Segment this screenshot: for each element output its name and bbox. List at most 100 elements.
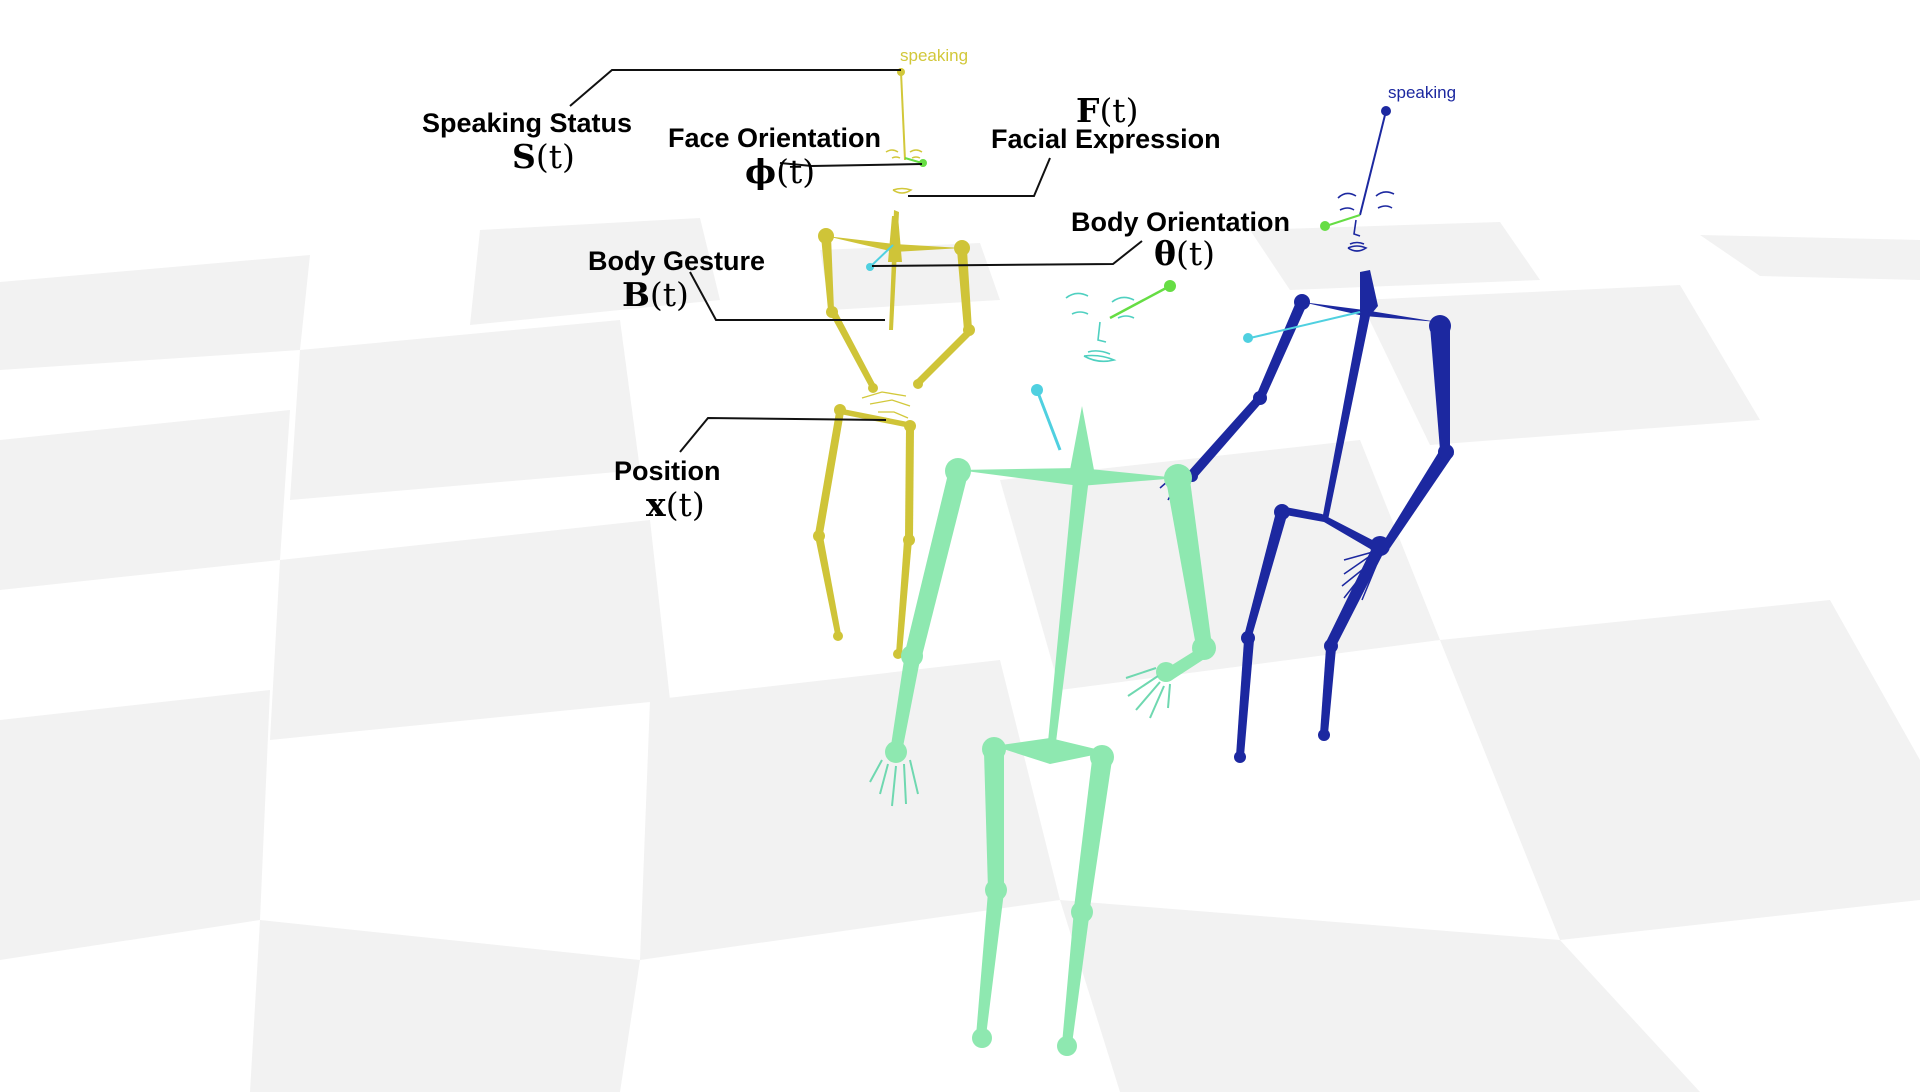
floor-tile (290, 320, 640, 500)
speaking-antenna (900, 71, 906, 161)
face-orientation-marker (1109, 285, 1169, 320)
floor-tile (1700, 235, 1920, 280)
green-left-forearm (890, 660, 920, 752)
green-left-foot (972, 1028, 992, 1048)
green-right-knee (1071, 901, 1093, 923)
blue-right-foot (1318, 729, 1330, 741)
face-orientation-marker (1325, 214, 1361, 227)
green-left-hand (885, 741, 907, 763)
face-orientation-symbol: ϕ(t) (745, 152, 815, 191)
checkerboard-floor (0, 218, 1920, 1092)
blue-right-thigh (1326, 548, 1386, 646)
green-left-thigh (984, 752, 1004, 890)
annotation-face-orientation: Face Orientation ϕ(t) (668, 123, 881, 191)
blue-left-thigh (1244, 512, 1288, 636)
position-symbol: x(t) (646, 485, 705, 524)
floor-tile (1250, 222, 1540, 290)
green-right-shin (1062, 910, 1090, 1044)
body-orientation-marker-tip (1031, 384, 1043, 396)
leader-body-gesture (689, 271, 885, 321)
body-gesture-label: Body Gesture (588, 246, 765, 276)
yellow-speaking-tag: speaking (900, 46, 968, 65)
blue-speaking-tag: speaking (1388, 83, 1456, 102)
blue-torso (1322, 316, 1370, 520)
floor-tile (250, 920, 640, 1092)
body-gesture-symbol: B(t) (622, 275, 689, 314)
annotation-position: Position x(t) (614, 456, 721, 524)
floor-tile (0, 255, 310, 370)
body-orientation-marker (869, 244, 894, 268)
blue-skeleton-figure: speaking (1159, 83, 1456, 763)
floor-tile (1360, 285, 1760, 445)
floor-tile (820, 243, 1000, 310)
green-left-knee (985, 879, 1007, 901)
green-right-thigh (1074, 760, 1112, 908)
leader-facial-expression (908, 157, 1051, 197)
leader-speaking-status (569, 69, 901, 107)
green-right-elbow (1192, 636, 1216, 660)
yellow-left-hand (868, 383, 878, 393)
floor-tile (0, 690, 270, 960)
floor-tile (270, 520, 670, 740)
body-orientation-marker (1249, 311, 1361, 339)
green-left-elbow (901, 645, 923, 667)
leader-position (679, 416, 887, 453)
speaking-antenna-tip (1381, 106, 1391, 116)
body-orientation-symbol: θ(t) (1154, 234, 1215, 273)
green-spine-cross (1070, 406, 1094, 470)
yellow-right-knee (903, 534, 915, 546)
leader-face-orientation (779, 162, 923, 168)
yellow-skeleton-figure: speaking (813, 46, 975, 659)
speaking-status-symbol: S(t) (512, 137, 575, 176)
blue-left-forearm (1188, 396, 1264, 478)
green-left-upper-arm (904, 474, 968, 656)
yellow-left-knee (813, 530, 825, 542)
green-left-shin (976, 892, 1004, 1036)
body-orientation-marker-tip (866, 263, 874, 271)
annotation-leader-lines (569, 69, 1143, 453)
green-skeleton-figure (869, 280, 1216, 1056)
yellow-right-forearm (916, 330, 974, 384)
annotation-body-orientation: Body Orientation θ(t) (1071, 207, 1290, 273)
floor-tile (470, 218, 720, 325)
yellow-left-thigh (815, 412, 844, 534)
yellow-left-elbow (826, 306, 838, 318)
floor-tile (1440, 600, 1920, 940)
face-orientation-marker-tip (1320, 221, 1330, 231)
yellow-hands-detail (861, 391, 911, 419)
green-hands-detail (869, 667, 1171, 807)
blue-pelvis (1280, 506, 1384, 550)
green-face (1065, 292, 1135, 363)
yellow-pelvis (838, 408, 910, 428)
blue-right-knee (1324, 639, 1338, 653)
yellow-left-upper-arm (821, 236, 834, 310)
body-orientation-marker (1035, 389, 1062, 451)
blue-left-knee (1241, 631, 1255, 645)
blue-right-elbow (1438, 444, 1454, 460)
blue-left-elbow (1253, 391, 1267, 405)
body-orientation-marker-tip (1243, 333, 1253, 343)
leader-body-orientation (871, 240, 1143, 267)
speaking-status-label: Speaking Status (422, 108, 632, 138)
face-orientation-marker-tip (919, 159, 927, 167)
green-torso (1048, 470, 1090, 742)
green-pelvis (994, 738, 1108, 764)
blue-right-shin (1320, 648, 1336, 734)
yellow-right-upper-arm (957, 250, 972, 330)
yellow-left-shin (815, 536, 841, 634)
yellow-left-forearm (829, 310, 876, 388)
green-shoulders (958, 468, 1178, 486)
yellow-right-elbow (963, 324, 975, 336)
facial-expression-label: Facial Expression (991, 124, 1221, 154)
position-label: Position (614, 456, 721, 486)
blue-right-upper-arm (1430, 326, 1450, 450)
face-orientation-label: Face Orientation (668, 123, 881, 153)
blue-left-upper-arm (1256, 302, 1308, 400)
blue-left-shin (1236, 640, 1254, 756)
facial-expression-symbol: F(t) (1076, 91, 1138, 130)
blue-face (1337, 191, 1395, 252)
face-orientation-marker-tip (1164, 280, 1176, 292)
yellow-spine-cross (888, 216, 902, 262)
yellow-right-foot (893, 649, 903, 659)
annotation-body-gesture: Body Gesture B(t) (588, 246, 765, 314)
